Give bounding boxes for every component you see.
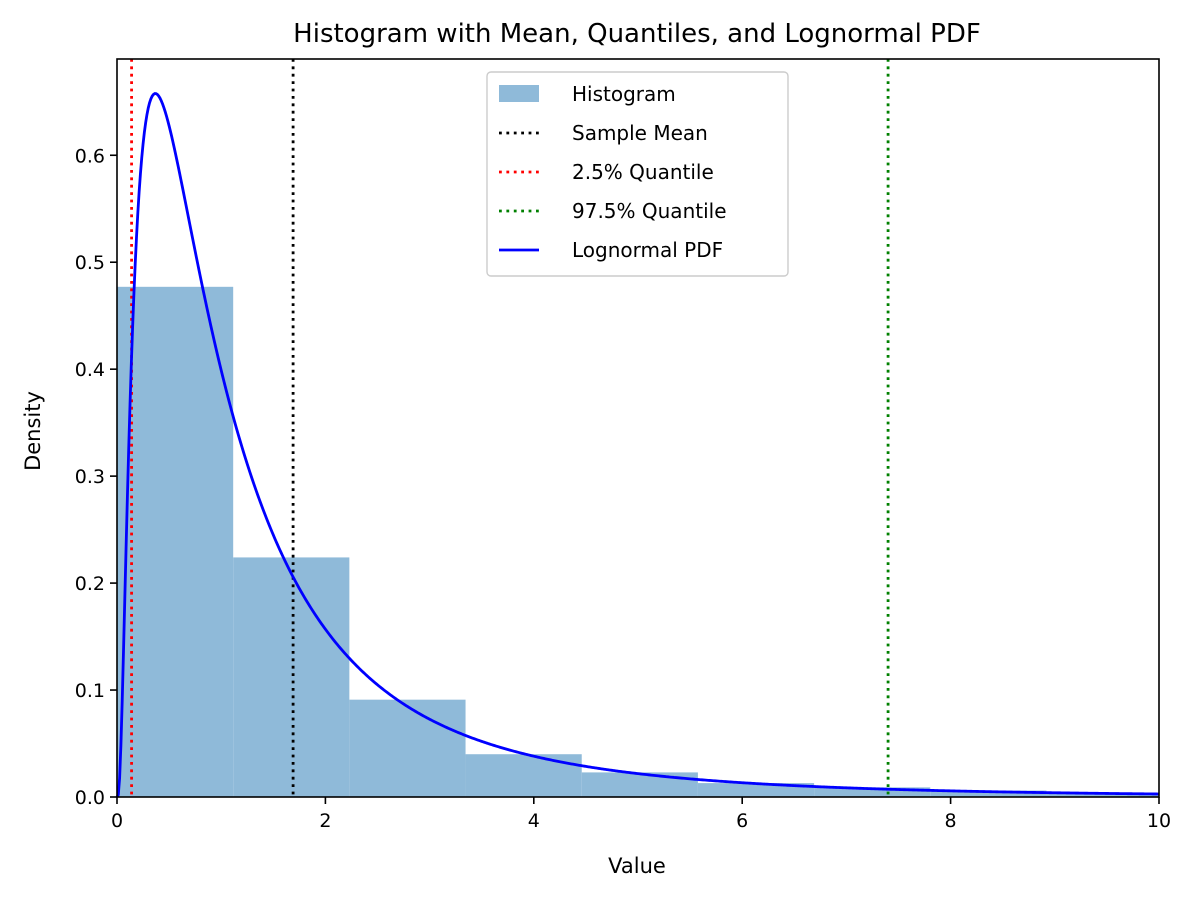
y-tick-label: 0.4 (75, 359, 105, 381)
legend-label: Sample Mean (572, 121, 708, 145)
y-axis-label: Density (21, 391, 45, 471)
reference-lines (130, 59, 890, 797)
histogram-bar (117, 286, 234, 797)
histogram-bar (814, 787, 931, 797)
legend: Histogram Sample Mean 2.5% Quantile 97.5% Q… (486, 71, 789, 277)
plot-area-frame (116, 58, 1160, 798)
y-tick-label: 0.5 (75, 252, 105, 274)
y-axis-ticks: 0.0 0.1 0.2 0.3 0.4 0.5 0.6 (75, 145, 117, 809)
legend-label: Histogram (572, 82, 676, 106)
lognormal-pdf-line (115, 92, 1160, 798)
histogram-bar (349, 699, 466, 797)
histogram-bar (1046, 792, 1159, 797)
legend-label: Lognormal PDF (572, 238, 723, 262)
x-axis-label: Value (608, 854, 666, 878)
y-tick-label: 0.3 (75, 466, 105, 488)
x-tick-label: 10 (1147, 810, 1171, 832)
x-tick-label: 6 (736, 810, 748, 832)
histogram-bars (117, 286, 1159, 797)
legend-swatch (499, 85, 539, 102)
x-axis-ticks: 0 2 4 6 8 10 (111, 797, 1171, 832)
histogram-bar (581, 772, 698, 797)
x-tick-label: 2 (319, 810, 331, 832)
y-tick-label: 0.2 (75, 573, 105, 595)
histogram-bar (233, 557, 350, 797)
histogram-bar (465, 754, 582, 797)
histogram-bar (697, 783, 815, 797)
y-tick-label: 0.1 (75, 680, 105, 702)
legend-label: 97.5% Quantile (572, 199, 727, 223)
y-tick-label: 0.6 (75, 145, 105, 167)
x-tick-label: 8 (945, 810, 957, 832)
y-tick-label: 0.0 (75, 787, 105, 809)
chart-title: Histogram with Mean, Quantiles, and Logn… (293, 19, 981, 49)
x-tick-label: 4 (528, 810, 540, 832)
x-tick-label: 0 (111, 810, 123, 832)
legend-label: 2.5% Quantile (572, 160, 714, 184)
legend-box (486, 71, 789, 277)
histogram-bar (930, 790, 1047, 797)
